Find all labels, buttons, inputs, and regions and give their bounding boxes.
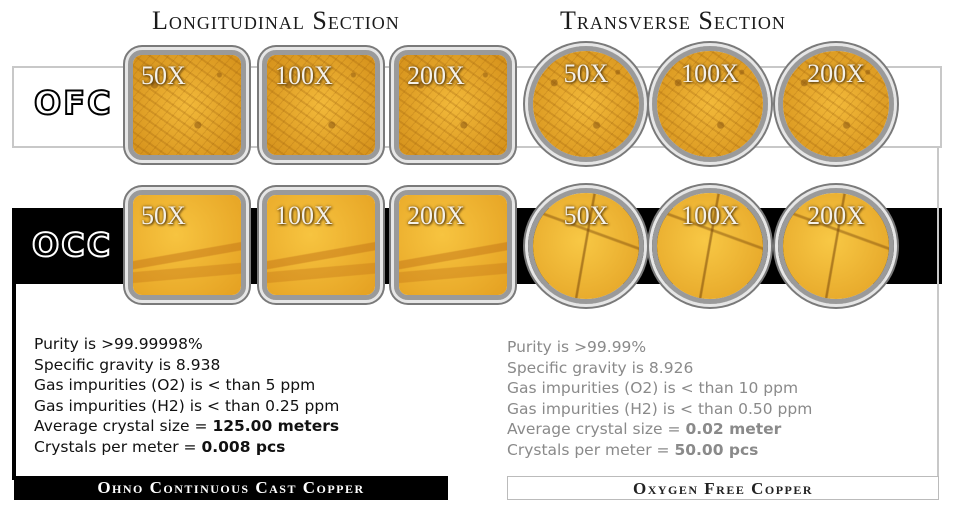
occ-per-meter-label: Crystals per meter =: [34, 437, 202, 456]
occ-label: OCC: [31, 225, 113, 265]
occ-specs: Purity is >99.99998% Specific gravity is…: [34, 334, 339, 457]
ofc-trans-100x-image: 100X: [652, 46, 768, 162]
occ-long-50x-image: 50X: [128, 190, 246, 300]
occ-crystal-value: 125.00 meters: [212, 417, 340, 435]
occ-long-100x-image: 100X: [262, 190, 380, 300]
ofc-caption: Oxygen Free Copper: [507, 476, 939, 500]
occ-h2: Gas impurities (H2) is < than 0.25 ppm: [34, 396, 340, 415]
occ-frame-left: [12, 284, 16, 480]
magnification-label: 50X: [141, 201, 186, 230]
ofc-trans-50x-image: 50X: [528, 46, 644, 162]
ofc-purity: Purity is >99.99%: [507, 338, 647, 356]
occ-purity: Purity is >99.99998%: [34, 335, 203, 353]
magnification-label: 200X: [807, 201, 865, 230]
occ-per-meter-value: 0.008 pcs: [201, 437, 286, 456]
magnification-label: 50X: [563, 201, 609, 230]
magnification-label: 100X: [681, 201, 739, 230]
ofc-crystal-size: Average crystal size = 0.02 meter: [507, 419, 812, 440]
occ-crystal-label: Average crystal size =: [34, 417, 213, 435]
ofc-long-200x-image: 200X: [394, 50, 512, 160]
occ-trans-200x-image: 200X: [778, 188, 894, 304]
magnification-label: 50X: [563, 59, 609, 88]
ofc-long-50x-image: 50X: [128, 50, 246, 160]
magnification-label: 200X: [407, 201, 465, 230]
occ-o2: Gas impurities (O2) is < than 5 ppm: [34, 376, 316, 394]
ofc-h2: Gas impurities (H2) is < than 0.50 ppm: [507, 399, 813, 418]
ofc-crystal-label: Average crystal size =: [507, 420, 686, 438]
ofc-o2: Gas impurities (O2) is < than 10 ppm: [507, 379, 799, 397]
occ-gravity: Specific gravity is 8.938: [34, 355, 221, 374]
occ-per-meter: Crystals per meter = 0.008 pcs: [34, 437, 339, 458]
ofc-long-100x-image: 100X: [262, 50, 380, 160]
occ-caption: Ohno Continuous Cast Copper: [14, 476, 448, 500]
occ-long-200x-image: 200X: [394, 190, 512, 300]
magnification-label: 200X: [807, 59, 865, 88]
ofc-per-meter-value: 50.00 pcs: [674, 440, 759, 459]
ofc-per-meter: Crystals per meter = 50.00 pcs: [507, 440, 812, 461]
longitudinal-heading: Longitudinal Section: [152, 6, 400, 35]
magnification-label: 100X: [275, 201, 333, 230]
occ-crystal-size: Average crystal size = 125.00 meters: [34, 416, 339, 437]
occ-trans-50x-image: 50X: [528, 188, 644, 304]
occ-trans-100x-image: 100X: [652, 188, 768, 304]
ofc-specs: Purity is >99.99% Specific gravity is 8.…: [507, 337, 812, 460]
magnification-label: 200X: [407, 61, 465, 90]
ofc-per-meter-label: Crystals per meter =: [507, 440, 675, 459]
ofc-trans-200x-image: 200X: [778, 46, 894, 162]
magnification-label: 50X: [141, 61, 186, 90]
transverse-heading: Transverse Section: [560, 6, 786, 35]
ofc-label: OFC: [33, 83, 113, 123]
ofc-crystal-value: 0.02 meter: [685, 420, 782, 438]
magnification-label: 100X: [275, 61, 333, 90]
ofc-frame-right: [937, 148, 939, 478]
ofc-gravity: Specific gravity is 8.926: [507, 358, 694, 377]
magnification-label: 100X: [681, 59, 739, 88]
